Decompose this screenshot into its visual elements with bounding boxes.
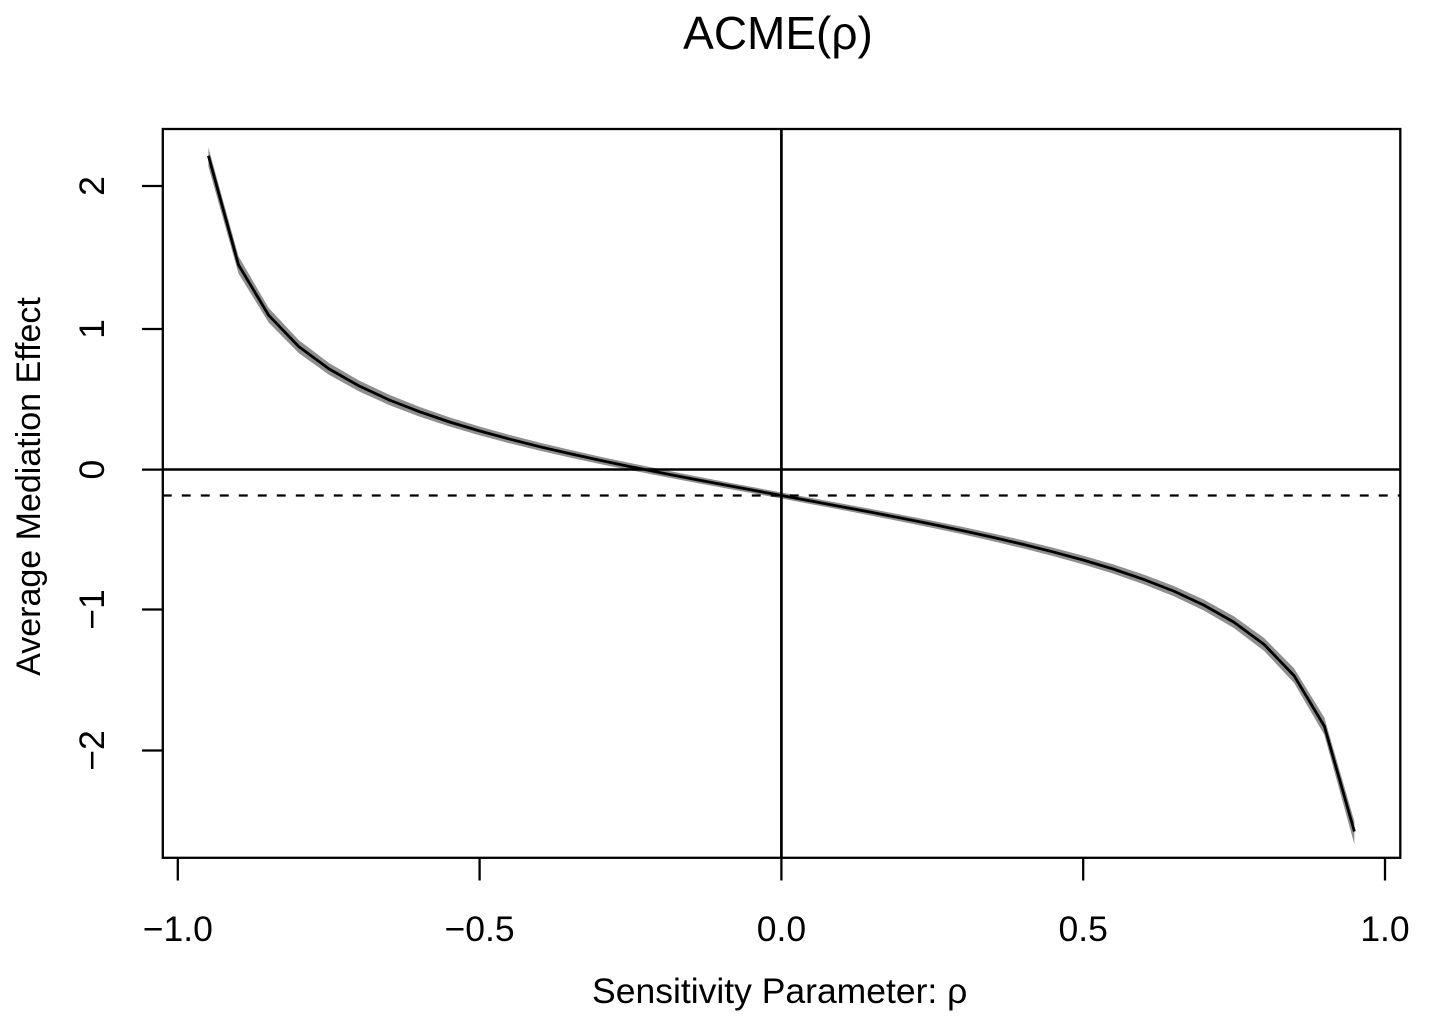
svg-text:0.0: 0.0 (757, 909, 806, 949)
svg-text:Average Mediation Effect: Average Mediation Effect (10, 297, 48, 676)
svg-text:−0.5: −0.5 (445, 909, 515, 949)
svg-text:−1.0: −1.0 (143, 909, 213, 949)
svg-text:0.5: 0.5 (1059, 909, 1108, 949)
svg-text:−1: −1 (72, 589, 112, 629)
svg-text:ACME(ρ): ACME(ρ) (683, 7, 873, 59)
svg-text:Sensitivity Parameter: ρ: Sensitivity Parameter: ρ (592, 971, 967, 1011)
svg-text:0: 0 (72, 460, 112, 480)
svg-text:1: 1 (72, 319, 112, 339)
svg-text:1.0: 1.0 (1360, 909, 1409, 949)
svg-text:−2: −2 (72, 730, 112, 770)
svg-text:2: 2 (72, 176, 112, 196)
